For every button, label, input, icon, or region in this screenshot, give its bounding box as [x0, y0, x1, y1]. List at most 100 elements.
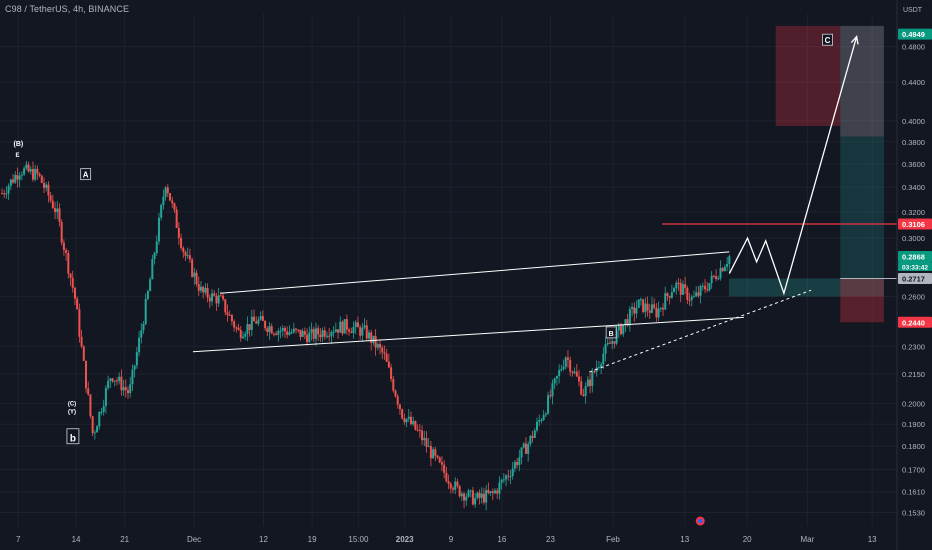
candle	[219, 295, 222, 297]
candle	[222, 295, 225, 300]
candle	[23, 168, 26, 175]
price-tick-label: 0.3000	[902, 234, 925, 243]
candle	[443, 464, 446, 473]
candle	[213, 293, 216, 296]
candle	[463, 493, 466, 501]
candle	[248, 324, 251, 330]
candle	[527, 443, 530, 454]
channel-lower-line[interactable]	[192, 316, 744, 353]
candle	[164, 187, 167, 197]
candle	[299, 329, 302, 337]
candle	[547, 395, 550, 414]
price-axis: USDT 0.4800 0.4400 0.4000 0.3800 0.3600 0.3400…	[896, 0, 932, 550]
candle	[80, 336, 83, 347]
price-tick-label: 0.2300	[902, 342, 925, 351]
price-badge-label: 0.4949	[902, 30, 925, 39]
candle	[690, 296, 693, 301]
candle	[471, 490, 474, 505]
candle	[728, 256, 731, 264]
candle	[250, 316, 253, 330]
candle	[295, 328, 298, 330]
candle	[317, 328, 320, 335]
candle	[56, 208, 59, 213]
price-tick-label: 0.2150	[902, 370, 925, 379]
candle	[217, 295, 220, 304]
candle	[383, 352, 386, 354]
candle	[323, 330, 326, 337]
candle	[224, 299, 227, 313]
candle	[429, 445, 432, 459]
candle	[202, 286, 205, 293]
candle	[544, 413, 547, 415]
candle	[558, 370, 561, 377]
candle	[650, 304, 653, 313]
candle	[381, 347, 384, 353]
candle	[398, 404, 401, 410]
candle	[233, 321, 236, 328]
wave-label: b	[70, 434, 76, 445]
channel-upper-line[interactable]	[220, 251, 730, 294]
price-tick-label: 0.1900	[902, 420, 925, 429]
candle	[624, 319, 627, 325]
candle	[118, 376, 121, 381]
candle	[370, 332, 373, 343]
candle	[664, 293, 667, 310]
candle	[308, 332, 311, 343]
candle	[511, 468, 514, 477]
candle	[157, 217, 160, 242]
candle	[162, 196, 165, 205]
candle	[670, 292, 673, 298]
candle	[239, 330, 242, 339]
price-tick-label: 0.2000	[902, 399, 925, 408]
candle	[281, 328, 284, 331]
entry-zone	[728, 278, 884, 297]
candle	[686, 287, 689, 300]
candle	[717, 278, 720, 280]
candle	[401, 409, 404, 419]
candle	[264, 320, 267, 329]
candle	[230, 315, 233, 322]
candle	[40, 175, 43, 183]
candle	[615, 330, 618, 344]
projection-path[interactable]	[728, 36, 858, 296]
symbol-title[interactable]: C98 / TetherUS, 4h, BINANCE	[5, 4, 130, 14]
candle	[715, 276, 718, 279]
candle	[93, 432, 96, 434]
price-tick-label: 0.4400	[902, 78, 925, 87]
candle	[474, 498, 477, 505]
candle	[589, 379, 592, 387]
candle	[403, 418, 406, 423]
candle	[339, 321, 342, 333]
candle	[659, 307, 662, 309]
candle	[279, 330, 282, 332]
candle	[631, 307, 634, 310]
price-badge	[898, 272, 932, 284]
candle	[427, 445, 430, 447]
candle	[520, 447, 523, 458]
stop-zone	[840, 278, 884, 323]
candle	[20, 174, 23, 176]
candle	[363, 325, 366, 328]
candle	[359, 327, 362, 336]
candle	[43, 182, 46, 188]
candle	[193, 272, 196, 277]
candle	[440, 462, 443, 465]
candle	[330, 332, 333, 337]
candle	[597, 367, 600, 369]
candle	[412, 420, 415, 425]
candle	[699, 286, 702, 296]
candle	[465, 496, 468, 501]
candles	[1, 160, 731, 511]
candle	[343, 319, 346, 334]
wave-label: C	[825, 36, 831, 45]
candle	[407, 416, 410, 419]
candle	[67, 252, 70, 274]
price-badge	[898, 316, 932, 328]
candle	[96, 426, 99, 433]
time-tick-label: 15:00	[348, 535, 369, 544]
price-tick-label: 0.1800	[902, 442, 925, 451]
time-axis: 7 14 21 Dec 12 19 15:00 2023 9 16 23 Feb 13 20 Mar 13	[16, 535, 877, 544]
candle	[58, 208, 61, 222]
candle	[485, 490, 488, 503]
